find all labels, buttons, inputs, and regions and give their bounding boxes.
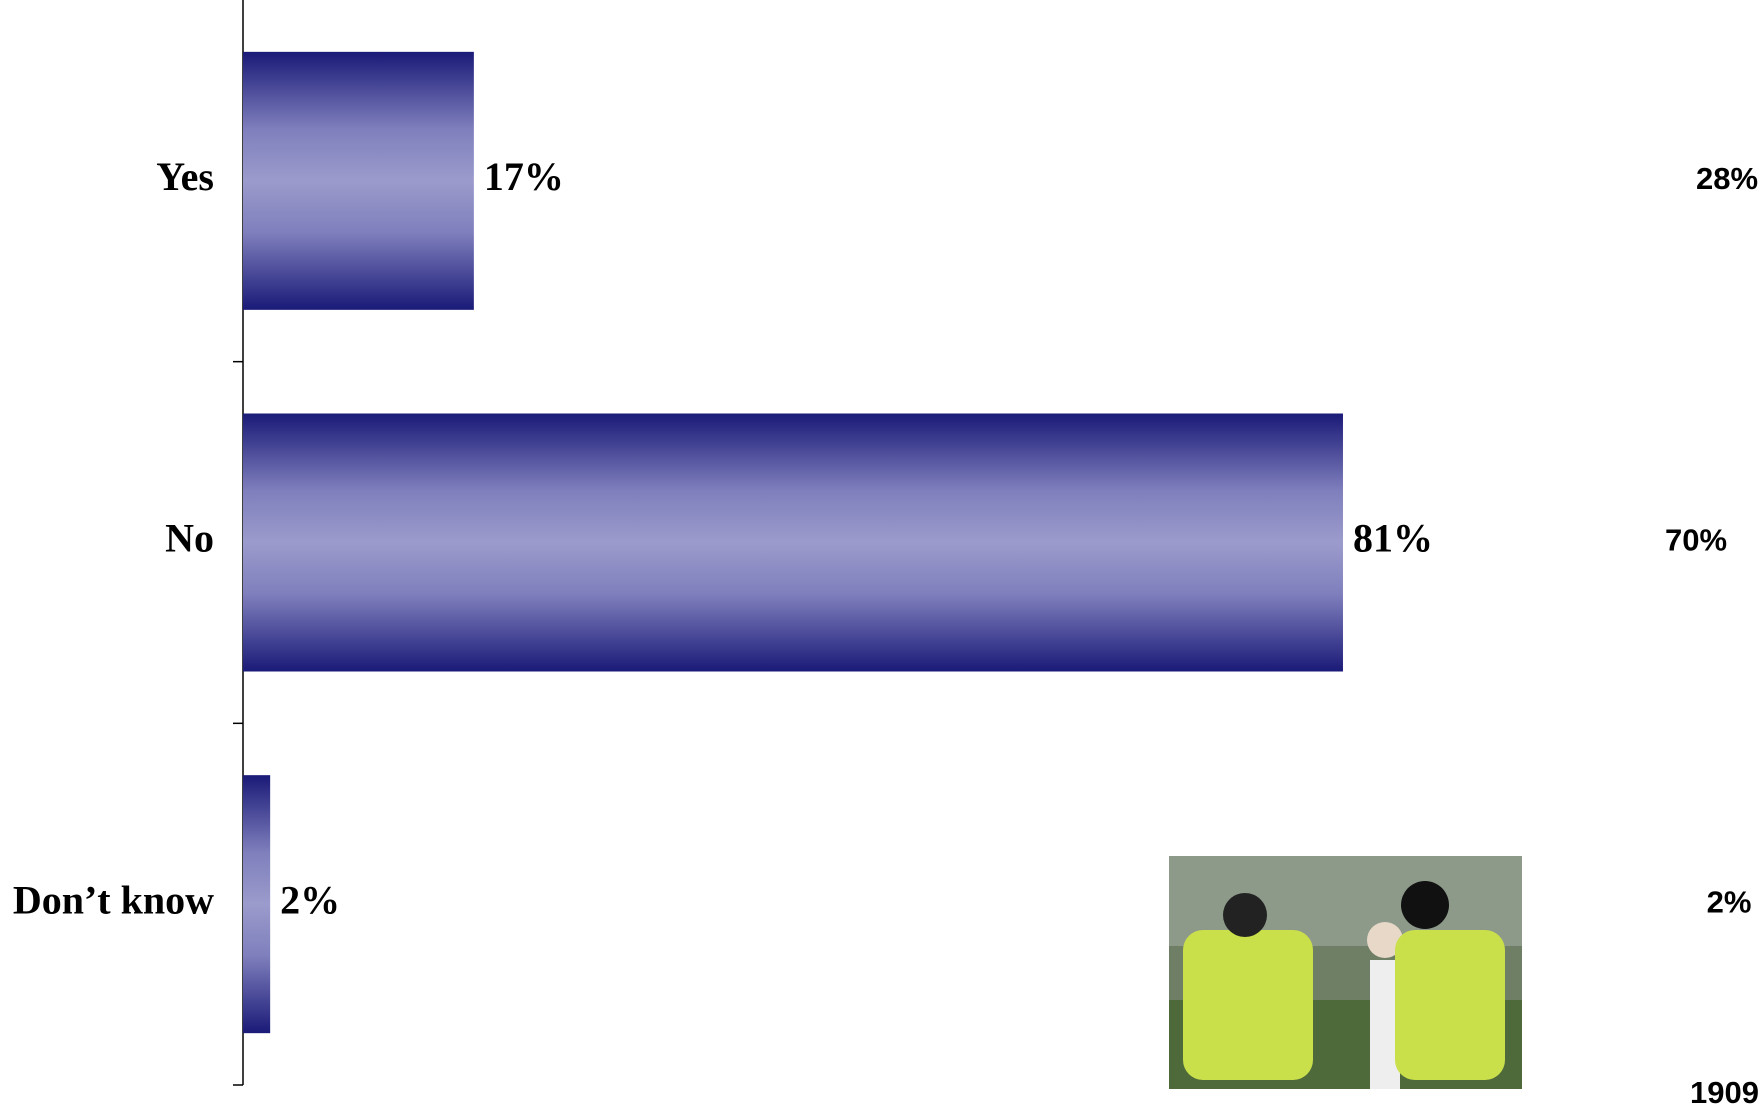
bar [243, 51, 474, 310]
side-value: 70% [1665, 523, 1727, 558]
side-value: 28% [1696, 161, 1758, 196]
value-label: 17% [484, 154, 564, 199]
value-label: 81% [1353, 516, 1433, 561]
category-label: Yes [156, 154, 214, 199]
bar [243, 413, 1343, 672]
value-label: 2% [280, 877, 340, 922]
bar [243, 775, 271, 1034]
photo [1169, 856, 1522, 1089]
side-footer: 1909 [1690, 1075, 1759, 1110]
side-value: 2% [1707, 884, 1752, 919]
category-label: Don’t know [13, 877, 214, 922]
category-label: No [165, 516, 214, 561]
